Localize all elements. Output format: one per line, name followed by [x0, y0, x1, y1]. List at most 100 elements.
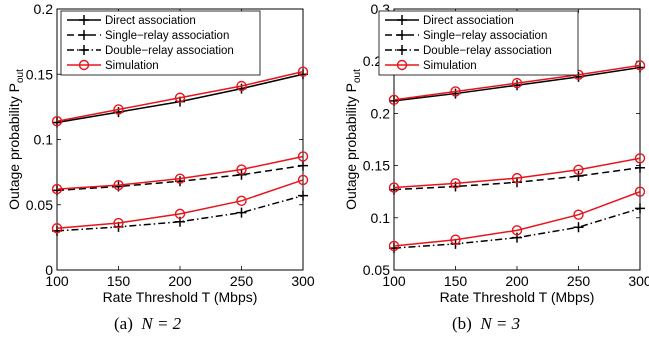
series-direct-association-line-marker [512, 80, 522, 91]
x-tick-label: 100 [45, 273, 69, 289]
series-simulation-line-3-marker [388, 240, 400, 252]
x-axis-label: Rate Threshold T (Mbps) [103, 289, 258, 305]
series-simulation-line-3-marker [450, 234, 461, 245]
series-simulation-line [56, 70, 304, 122]
x-tick-label: 300 [291, 273, 315, 289]
series-simulation-line-2-marker [450, 178, 461, 189]
chart-panel-a: 100 150 200 250 300 0 0.05 0.1 0.15 0.2 Rate Thres… [6, 1, 315, 305]
legend-swatch-marker [79, 30, 89, 40]
series-single-relay-association-line-marker [236, 169, 247, 180]
legend-entry-label: Single−relay association [423, 30, 547, 42]
legend: Direct association Single−relay associati… [60, 10, 261, 76]
series-single-relay-association-line-marker [635, 162, 645, 173]
series-simulation-line-2-marker [573, 164, 584, 175]
legend: Direct association Single−relay associati… [378, 10, 579, 76]
series-simulation-line-marker [174, 92, 186, 103]
series-simulation-line-3-marker [573, 209, 584, 220]
series-simulation-line-marker [51, 116, 63, 127]
series-simulation-line-2-marker [388, 182, 400, 193]
legend-swatch-marker [79, 45, 89, 55]
series-double-relay-association-line [393, 207, 641, 249]
series-simulation-line-3 [393, 190, 641, 247]
x-tick-label: 100 [382, 273, 406, 289]
series-simulation-line-marker [236, 80, 247, 92]
y-axis-label: Outage probability Pout [6, 69, 26, 210]
caption-b-math: N = 3 [480, 314, 521, 333]
series-double-relay-association-line-marker [389, 243, 399, 254]
series-simulation-line-marker [634, 60, 646, 71]
y-tick-label: 0.05 [363, 262, 390, 278]
legend-swatch-marker [397, 30, 407, 40]
x-tick-label: 200 [505, 273, 529, 289]
legend-entry-label: Simulation [105, 60, 159, 72]
series-simulation-line-2-marker [297, 151, 309, 162]
series-simulation-line-3-marker [236, 195, 247, 207]
series-double-relay-association-line-marker [573, 222, 584, 233]
legend-swatch-marker [396, 59, 408, 71]
series-simulation-line-marker [113, 104, 124, 115]
series-direct-association-line-marker [573, 71, 584, 82]
caption-a: (a) N = 2 [114, 314, 181, 334]
legend-entry-label: Double−relay association [105, 45, 234, 57]
caption-a-label: (a) [114, 314, 133, 333]
series-simulation-line-3-marker [51, 223, 63, 234]
y-tick-label: 0.15 [26, 66, 53, 82]
legend-entry-label: Single−relay association [105, 30, 229, 42]
x-tick-label: 250 [230, 273, 254, 289]
x-tick-label: 150 [444, 273, 468, 289]
caption-b: (b) N = 3 [452, 314, 520, 334]
series-simulation-line [393, 64, 641, 101]
y-tick-label: 0.1 [371, 210, 391, 226]
series-simulation-line-3-marker [297, 174, 309, 186]
x-tick-label: 300 [628, 273, 649, 289]
y-axis-label-subscript: out [15, 69, 26, 83]
series-simulation-line-marker [388, 94, 400, 106]
series-simulation-line-marker [511, 77, 523, 89]
y-tick-label: 0.1 [34, 132, 54, 148]
series-simulation-line-2 [393, 157, 641, 189]
y-axis-label-main: Outage probability P [343, 83, 359, 210]
series-simulation-line-2-marker [113, 179, 124, 191]
legend-entry-label: Direct association [105, 15, 196, 27]
series-simulation-line-2-marker [236, 164, 247, 175]
legend-swatch-marker [397, 45, 407, 55]
chart-panel-b: 100 150 200 250 3000.050.10.150.20.250.3Rate… [343, 1, 649, 305]
legend-swatch-marker [79, 15, 89, 25]
series-simulation-line-3-marker [634, 186, 646, 197]
x-tick-label: 250 [567, 273, 591, 289]
series-direct-association-line-marker [450, 88, 461, 99]
y-axis-label: Outage probability Pout [343, 69, 363, 210]
y-tick-label: 0.15 [363, 158, 390, 174]
y-tick-label: 0.2 [371, 105, 391, 121]
legend-entry-label: Simulation [423, 60, 477, 72]
series-simulation-line-marker [450, 86, 461, 97]
series-single-relay-association-line-marker [389, 184, 399, 195]
series-simulation-line-3-marker [174, 208, 186, 220]
series-simulation-line-2 [56, 155, 304, 190]
series-double-relay-association-line-marker [298, 190, 308, 201]
series-simulation-line-marker [297, 66, 309, 77]
series-simulation-line-2-marker [51, 183, 63, 195]
series-direct-association-line-marker [635, 62, 645, 73]
legend-entry-label: Double−relay association [423, 45, 552, 57]
series-double-relay-association-line-marker [236, 207, 247, 218]
y-tick-label: 0.05 [26, 197, 53, 213]
series-single-relay-association-line-marker [298, 160, 308, 171]
series-simulation-line-3-marker [113, 217, 124, 229]
series-simulation-line-2-marker [511, 172, 523, 184]
x-tick-label: 150 [107, 273, 131, 289]
y-axis-label-main: Outage probability P [6, 83, 22, 210]
x-tick-label: 200 [168, 273, 192, 289]
y-axis-label-subscript: out [352, 69, 363, 83]
caption-b-label: (b) [452, 314, 472, 333]
series-double-relay-association-line-marker [635, 203, 645, 214]
series-simulation-line-2-marker [174, 173, 186, 184]
x-axis-label: Rate Threshold T (Mbps) [440, 289, 595, 305]
series-double-relay-association-line [56, 194, 304, 232]
legend-swatch-marker [397, 15, 407, 25]
series-simulation-line-3-marker [511, 225, 523, 236]
y-tick-label: 0.2 [34, 1, 54, 17]
legend-swatch-marker [78, 59, 90, 71]
caption-a-math: N = 2 [141, 314, 182, 333]
